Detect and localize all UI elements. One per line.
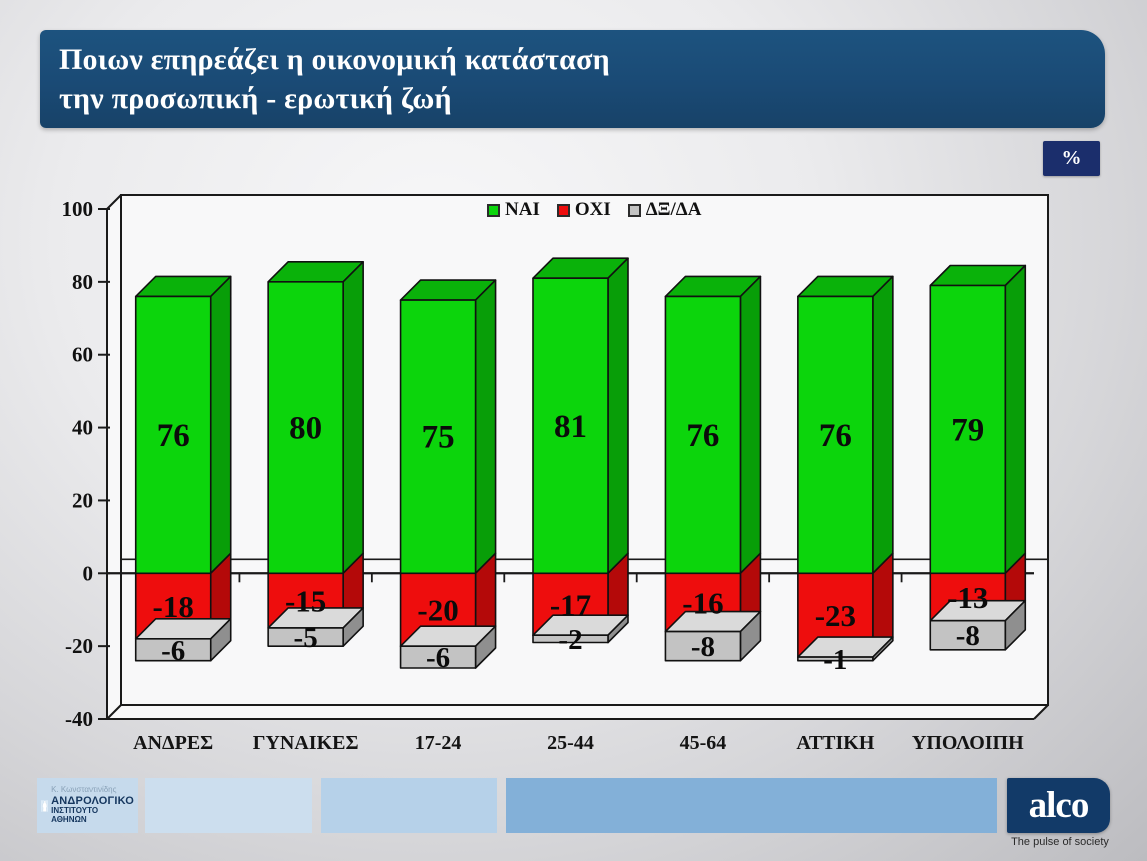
bar-value-no: -23 <box>815 598 856 633</box>
footer-strip-2 <box>321 778 497 833</box>
x-axis-label: 17-24 <box>415 732 462 754</box>
x-axis-label: ΑΤΤΙΚΗ <box>796 732 875 754</box>
x-axis-label: 25-44 <box>547 732 594 754</box>
x-axis-label: ΑΝΔΡΕΣ <box>133 732 213 754</box>
bar-front-dk <box>267 627 344 647</box>
y-tick-label: 80 <box>72 270 93 294</box>
bar-side-yes <box>474 279 497 575</box>
bar-side-yes <box>342 261 364 575</box>
chart-legend: ΝΑΙ ΟΧΙ ΔΞ/ΔΑ <box>487 199 701 221</box>
y-tick-label: -40 <box>65 707 93 731</box>
legend-swatch-icon <box>556 203 570 217</box>
slide-title-line2: την προσωπική - ερωτική ζωή <box>59 82 452 115</box>
corner-bevel-bottom-right <box>1033 704 1049 720</box>
bar-front-dk <box>399 645 477 669</box>
legend-item-2: ΔΞ/ΔΑ <box>627 199 702 221</box>
y-tick-label: 100 <box>62 197 94 221</box>
chart-area: 100 80 60 40 20 0 -20 -40 76 -18 -6 ΑΝΔΡΕΣ 80 -15 -5 ΓΥ… <box>50 185 1110 785</box>
slide-title-banner: Ποιων επηρεάζει η οικονομική κατάσταση τ… <box>40 30 1105 128</box>
bar-front-dk <box>134 638 212 662</box>
y-tick-label: 60 <box>72 343 93 367</box>
y-tick-label: 20 <box>72 488 93 512</box>
institute-credit: Κ. Κωνσταντινίδης <box>51 784 117 794</box>
bar-value-dk: -1 <box>823 644 847 676</box>
bar-value-yes: 76 <box>686 418 719 454</box>
bar-value-yes: 81 <box>554 409 587 445</box>
bar-value-yes: 76 <box>157 418 190 454</box>
legend-label: ΝΑΙ <box>505 199 540 220</box>
x-axis-label: ΓΥΝΑΙΚΕΣ <box>253 732 359 754</box>
institute-logo-text: Κ. Κωνσταντινίδης ΑΝΔΡΟΛΟΓΙΚΟ ΙΝΣΤΙΤΟΥΤΟ… <box>51 784 134 825</box>
x-axis-label: ΥΠΟΛΟΙΠΗ <box>912 732 1024 754</box>
corner-bevel-bottom-left <box>106 704 122 720</box>
y-tick-label: 0 <box>83 561 94 585</box>
bar-chart: 100 80 60 40 20 0 -20 -40 76 -18 -6 ΑΝΔΡΕΣ 80 -15-5 ΓΥ… <box>62 194 1049 754</box>
footer-strip-3 <box>506 778 997 833</box>
legend-label: ΟΧΙ <box>574 199 611 220</box>
bar-value-dk: -6 <box>426 642 450 674</box>
bar-value-no: -18 <box>153 589 194 624</box>
corner-bevel-top <box>106 194 122 210</box>
bar-value-dk: -6 <box>161 635 185 667</box>
legend-label: ΔΞ/ΔΑ <box>645 199 702 220</box>
bar-value-dk: -2 <box>558 624 582 656</box>
y-tick-label: 40 <box>72 416 93 440</box>
bar-side-yes <box>1004 264 1027 575</box>
institute-name: ΑΝΔΡΟΛΟΓΙΚΟ <box>51 794 134 807</box>
slide-title-line1: Ποιων επηρεάζει η οικονομική κατάσταση <box>59 43 610 76</box>
bar-side-yes <box>209 275 232 575</box>
bar-front-dk <box>532 634 609 644</box>
bar-side-yes <box>739 275 762 575</box>
bar-value-dk: -8 <box>691 631 715 663</box>
bar-side-yes <box>872 275 894 575</box>
legend-item-0: ΝΑΙ <box>487 199 540 221</box>
bar-value-no: -17 <box>550 587 591 622</box>
bar-value-yes: 75 <box>422 420 455 456</box>
bar-value-yes: 79 <box>951 412 984 448</box>
institute-logo: Κ. Κωνσταντινίδης ΑΝΔΡΟΛΟΓΙΚΟ ΙΝΣΤΙΤΟΥΤΟ… <box>37 778 138 833</box>
alco-logo: alco <box>1007 778 1110 833</box>
y-tick-label: -20 <box>65 634 93 658</box>
legend-swatch-icon <box>627 203 641 217</box>
bar-value-no: -20 <box>417 593 458 628</box>
bar-front-dk <box>929 619 1007 651</box>
legend-swatch-icon <box>487 203 500 217</box>
alco-tagline: The pulse of society <box>1011 836 1109 848</box>
bar-value-no: -16 <box>682 585 723 620</box>
chart-back-wall <box>120 194 1049 706</box>
bar-value-dk: -8 <box>956 620 980 652</box>
bar-side-yes <box>607 257 629 575</box>
alco-logo-text: alco <box>1028 785 1090 826</box>
bar-value-dk: -5 <box>294 622 318 654</box>
statue-icon <box>41 799 49 812</box>
bar-value-no: -13 <box>947 580 988 615</box>
bar-front-dk <box>797 656 874 662</box>
legend-item-1: ΟΧΙ <box>556 199 611 221</box>
bar-value-no: -15 <box>285 584 326 619</box>
percent-unit-badge: % <box>1043 141 1100 176</box>
footer-strip-1 <box>145 778 312 833</box>
bar-value-yes: 80 <box>289 411 322 447</box>
bar-front-dk <box>664 630 742 662</box>
bar-value-yes: 76 <box>819 418 852 454</box>
x-axis-label: 45-64 <box>680 732 727 754</box>
institute-subname: ΙΝΣΤΙΤΟΥΤΟ ΑΘΗΝΩΝ <box>51 806 99 825</box>
